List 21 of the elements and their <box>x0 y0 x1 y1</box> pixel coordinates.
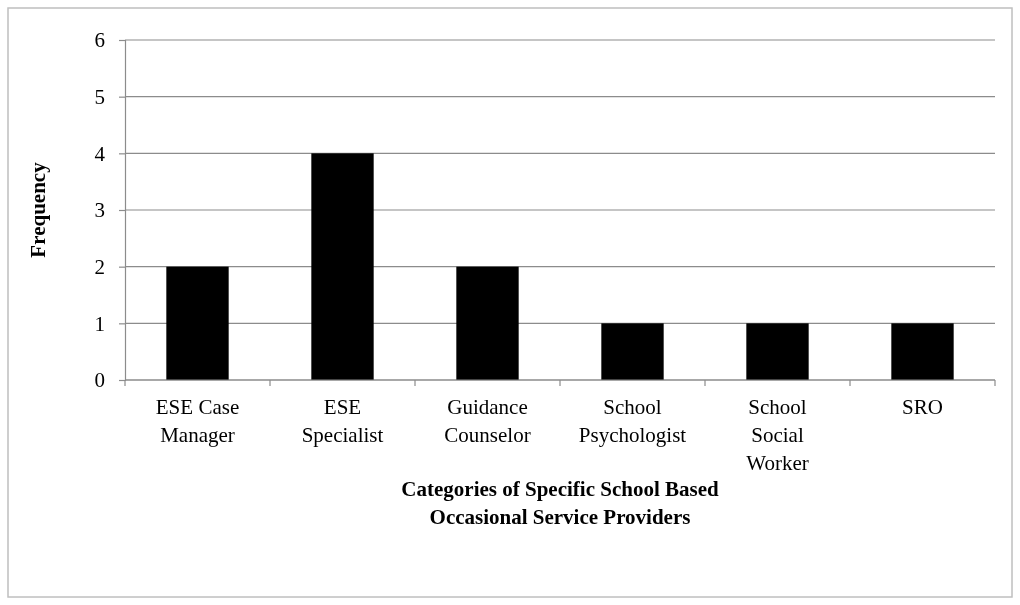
x-tick-label: ESE Case Manager <box>155 395 240 447</box>
x-tick-label: School Social Worker <box>746 395 809 475</box>
y-tick-label: 5 <box>94 84 105 109</box>
y-tick-label: 4 <box>94 141 106 166</box>
x-tick-label: Guidance Counselor <box>444 395 531 447</box>
bar <box>746 323 809 380</box>
bar <box>166 266 229 380</box>
x-tick-label: SRO <box>902 395 943 419</box>
bar <box>891 323 954 380</box>
y-tick-label: 3 <box>94 198 105 223</box>
x-axis-title: Categories of Specific School Based Occasional Service Providers <box>401 477 719 529</box>
bar <box>311 153 374 380</box>
x-tick-label: ESE Specialist <box>301 395 384 447</box>
y-tick-label: 2 <box>94 254 105 279</box>
y-tick-label: 6 <box>94 28 105 53</box>
y-tick-label: 1 <box>94 311 105 336</box>
y-tick-label: 0 <box>94 368 105 393</box>
bar <box>456 266 519 380</box>
bar <box>601 323 664 380</box>
y-axis-title: Frequency <box>26 161 50 258</box>
x-tick-label: School Psychologist <box>578 395 687 447</box>
